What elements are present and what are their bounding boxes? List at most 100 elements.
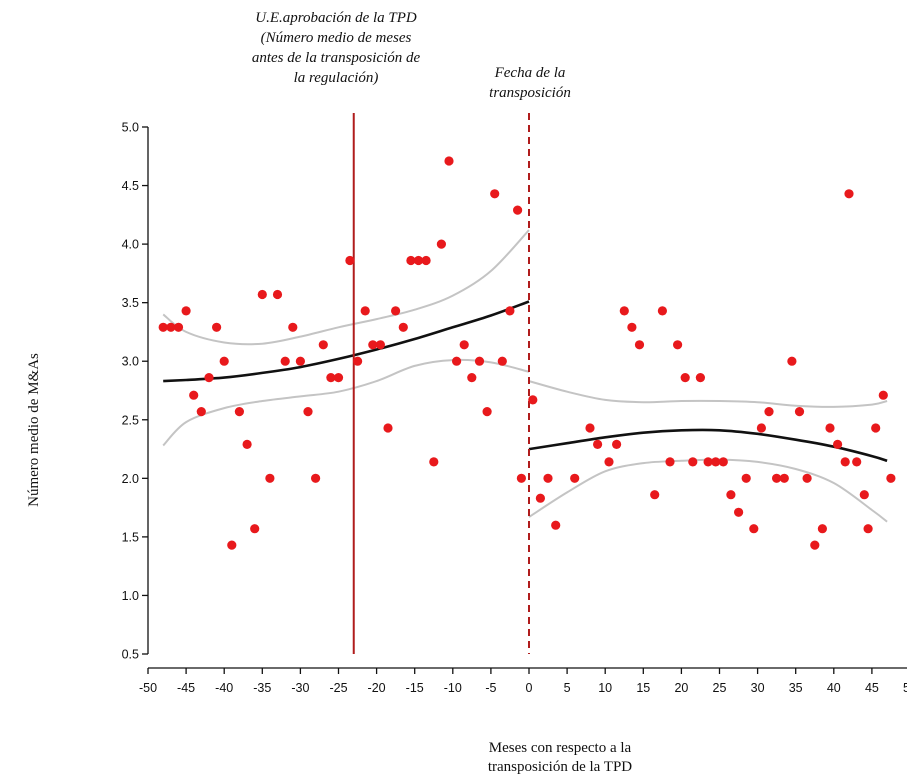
data-point <box>604 457 614 467</box>
x-tick-label: -15 <box>406 681 424 695</box>
data-point <box>772 473 782 483</box>
data-point <box>673 340 683 350</box>
x-tick-label: -25 <box>329 681 347 695</box>
data-point <box>482 407 492 417</box>
data-point <box>497 356 507 366</box>
data-point <box>688 457 698 467</box>
x-tick-label: 10 <box>598 681 612 695</box>
data-point <box>680 373 690 383</box>
data-point <box>311 473 321 483</box>
data-point <box>272 289 283 300</box>
data-point <box>333 373 344 383</box>
y-tick-label: 1.5 <box>122 530 139 544</box>
x-tick-label: -20 <box>368 681 386 695</box>
data-point <box>375 340 385 350</box>
x-tick-label: -5 <box>485 681 496 695</box>
x-tick-label: 5 <box>564 681 571 695</box>
data-point <box>360 306 370 316</box>
x-tick-label: -35 <box>253 681 271 695</box>
data-point <box>718 457 728 467</box>
data-point <box>726 490 736 500</box>
data-point <box>886 473 896 483</box>
data-point <box>551 520 561 530</box>
right-ci-lower-line <box>528 458 888 523</box>
data-point <box>467 373 477 383</box>
data-point <box>257 289 267 300</box>
data-point <box>490 189 500 199</box>
data-point <box>787 356 797 366</box>
transposition-annotation-line: Fecha de la <box>494 65 566 81</box>
data-point <box>353 356 363 366</box>
data-point <box>383 423 393 433</box>
data-point <box>756 423 767 433</box>
data-point <box>242 439 252 449</box>
y-tick-label: 4.5 <box>122 179 139 193</box>
data-point <box>318 340 328 350</box>
annotations: U.E.aprobación de la TPD (Número medio de… <box>252 10 571 101</box>
data-point <box>833 439 843 449</box>
data-point <box>391 306 401 316</box>
data-point <box>570 473 580 483</box>
data-point <box>280 356 290 366</box>
data-point <box>303 407 313 417</box>
data-point <box>406 255 416 266</box>
x-axis-title-line-2: transposición de la TPD <box>488 759 632 775</box>
data-point <box>158 322 168 332</box>
data-point <box>695 373 706 383</box>
right-fit-line <box>528 428 888 463</box>
data-point <box>878 390 888 400</box>
data-point <box>444 156 454 166</box>
data-point <box>265 473 275 483</box>
data-point <box>459 340 469 350</box>
x-tick-label: 45 <box>865 681 879 695</box>
data-point <box>227 540 237 550</box>
left-ci-lower-line <box>162 358 530 447</box>
confidence-bands <box>162 229 888 523</box>
x-tick-label: -30 <box>291 681 309 695</box>
data-point <box>703 457 713 467</box>
data-point <box>650 490 660 500</box>
x-tick-label: -10 <box>444 681 462 695</box>
data-point <box>212 322 222 332</box>
data-point <box>234 407 244 417</box>
eu-approval-annotation-line: la regulación) <box>294 70 379 86</box>
data-point <box>421 255 431 266</box>
data-point <box>852 457 862 467</box>
data-point <box>181 306 191 316</box>
y-axis-title: Número medio de M&As <box>26 353 42 507</box>
data-point <box>429 457 439 467</box>
data-point <box>764 407 774 417</box>
x-tick-label: -45 <box>177 681 195 695</box>
x-tick-label: 40 <box>827 681 841 695</box>
vertical-reference-lines <box>352 113 530 654</box>
data-point <box>516 473 527 483</box>
data-point <box>863 524 873 534</box>
data-points <box>158 156 896 550</box>
data-point <box>413 255 424 266</box>
data-point <box>436 239 446 249</box>
data-point <box>452 356 462 366</box>
x-tick-label: 0 <box>526 681 533 695</box>
eu-approval-annotation-line: U.E.aprobación de la TPD <box>255 10 417 26</box>
data-point <box>173 322 184 332</box>
data-point <box>844 189 854 199</box>
data-point <box>612 439 622 449</box>
data-point <box>779 473 789 483</box>
data-point <box>749 524 759 534</box>
data-point <box>219 356 229 366</box>
transposition-annotation-line: transposición <box>489 85 571 101</box>
eu-approval-annotation-line: antes de la transposición de <box>252 50 421 66</box>
x-tick-label: 30 <box>751 681 765 695</box>
data-point <box>825 423 835 433</box>
data-point <box>368 340 378 350</box>
x-tick-label: 20 <box>674 681 688 695</box>
data-point <box>817 524 828 534</box>
data-point <box>657 306 668 316</box>
y-tick-label: 0.5 <box>122 648 139 662</box>
data-point <box>204 373 214 383</box>
data-point <box>859 490 869 500</box>
data-point <box>741 473 751 483</box>
data-point <box>535 493 546 503</box>
fit-lines <box>163 300 888 463</box>
